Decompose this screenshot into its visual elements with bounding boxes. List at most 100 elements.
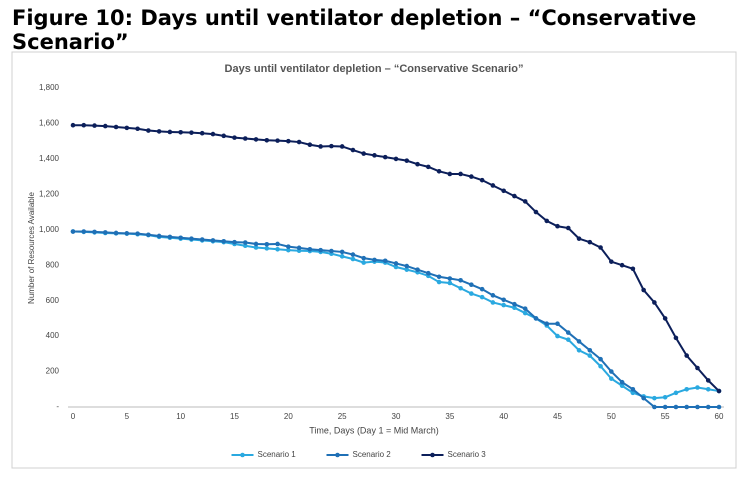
data-point [598,245,603,250]
data-point [501,297,506,303]
x-tick-label: 30 [392,412,401,421]
data-point [673,335,679,341]
data-point [124,231,130,236]
data-point [436,279,442,285]
data-point [124,125,130,131]
data-point [684,404,689,410]
data-point [587,239,593,245]
data-point [221,133,227,139]
data-point [264,246,270,251]
y-tick-label: 1,800 [39,83,60,92]
data-point [619,383,625,389]
data-point [113,124,119,130]
data-point [404,267,410,272]
data-point [339,144,345,149]
data-point [350,252,356,257]
y-tick-label: 400 [46,331,60,340]
data-point [662,316,668,321]
data-point [318,144,323,149]
data-point [307,142,313,148]
data-point [135,231,140,236]
y-tick-label: 800 [46,260,60,269]
y-tick-label: 200 [46,367,60,376]
data-point [415,267,420,272]
data-point [221,238,227,244]
data-point [361,255,367,261]
data-point [81,122,87,128]
data-point [652,300,657,305]
data-point [70,229,76,234]
y-tick-label: 1,200 [39,189,60,198]
data-point [619,262,625,268]
data-point [135,126,140,132]
data-point [329,143,334,149]
data-point [393,156,399,162]
data-point [662,394,668,400]
data-point [253,241,259,247]
x-tick-label: 45 [553,412,562,421]
data-point [178,130,183,135]
data-point [415,161,420,167]
figure-heading: Figure 10: Days until ventilator depleti… [12,6,697,54]
data-point [339,249,345,255]
x-tick-label: 10 [176,412,185,421]
data-point [705,378,711,383]
data-point [339,254,345,259]
data-point [350,147,356,153]
data-point [382,154,388,160]
data-point [630,266,636,272]
chart-frame [11,51,737,469]
data-point [426,270,431,276]
data-point [555,223,560,229]
data-point [393,261,399,266]
y-tick-label: 1,600 [39,119,60,128]
data-point [662,404,668,410]
data-point [189,130,194,135]
data-point [522,306,528,311]
data-point [458,277,463,283]
data-point [372,257,377,263]
data-point [695,365,700,371]
data-point [609,369,614,374]
data-point [716,404,722,410]
data-point [479,177,485,183]
data-point [103,230,108,235]
data-point [264,242,270,247]
data-point [113,230,119,236]
x-tick-label: 35 [445,412,454,421]
data-point [436,168,442,174]
x-tick-label: 15 [230,412,239,421]
data-point [587,353,593,358]
legend-marker [430,452,435,458]
data-point [652,404,657,410]
data-point [479,294,485,300]
data-point [253,245,259,250]
data-point [609,376,614,381]
data-point [146,128,151,133]
data-point [684,386,689,392]
data-point [479,286,485,292]
data-point [210,238,216,243]
data-point [436,274,442,280]
data-point [469,282,474,288]
data-point [296,139,302,145]
data-point [275,241,280,247]
x-tick-label: 55 [661,412,670,421]
data-point [587,347,593,353]
data-point [576,339,582,344]
data-point [533,316,539,321]
legend-marker [335,452,340,458]
data-point [501,188,506,194]
data-point [716,388,722,394]
data-point [522,310,528,316]
data-point [178,235,183,241]
data-point [404,263,410,269]
data-point [146,232,151,238]
data-point [684,353,689,358]
data-point [565,225,571,231]
data-point [705,404,711,410]
data-point [404,158,410,163]
data-point [673,390,679,396]
